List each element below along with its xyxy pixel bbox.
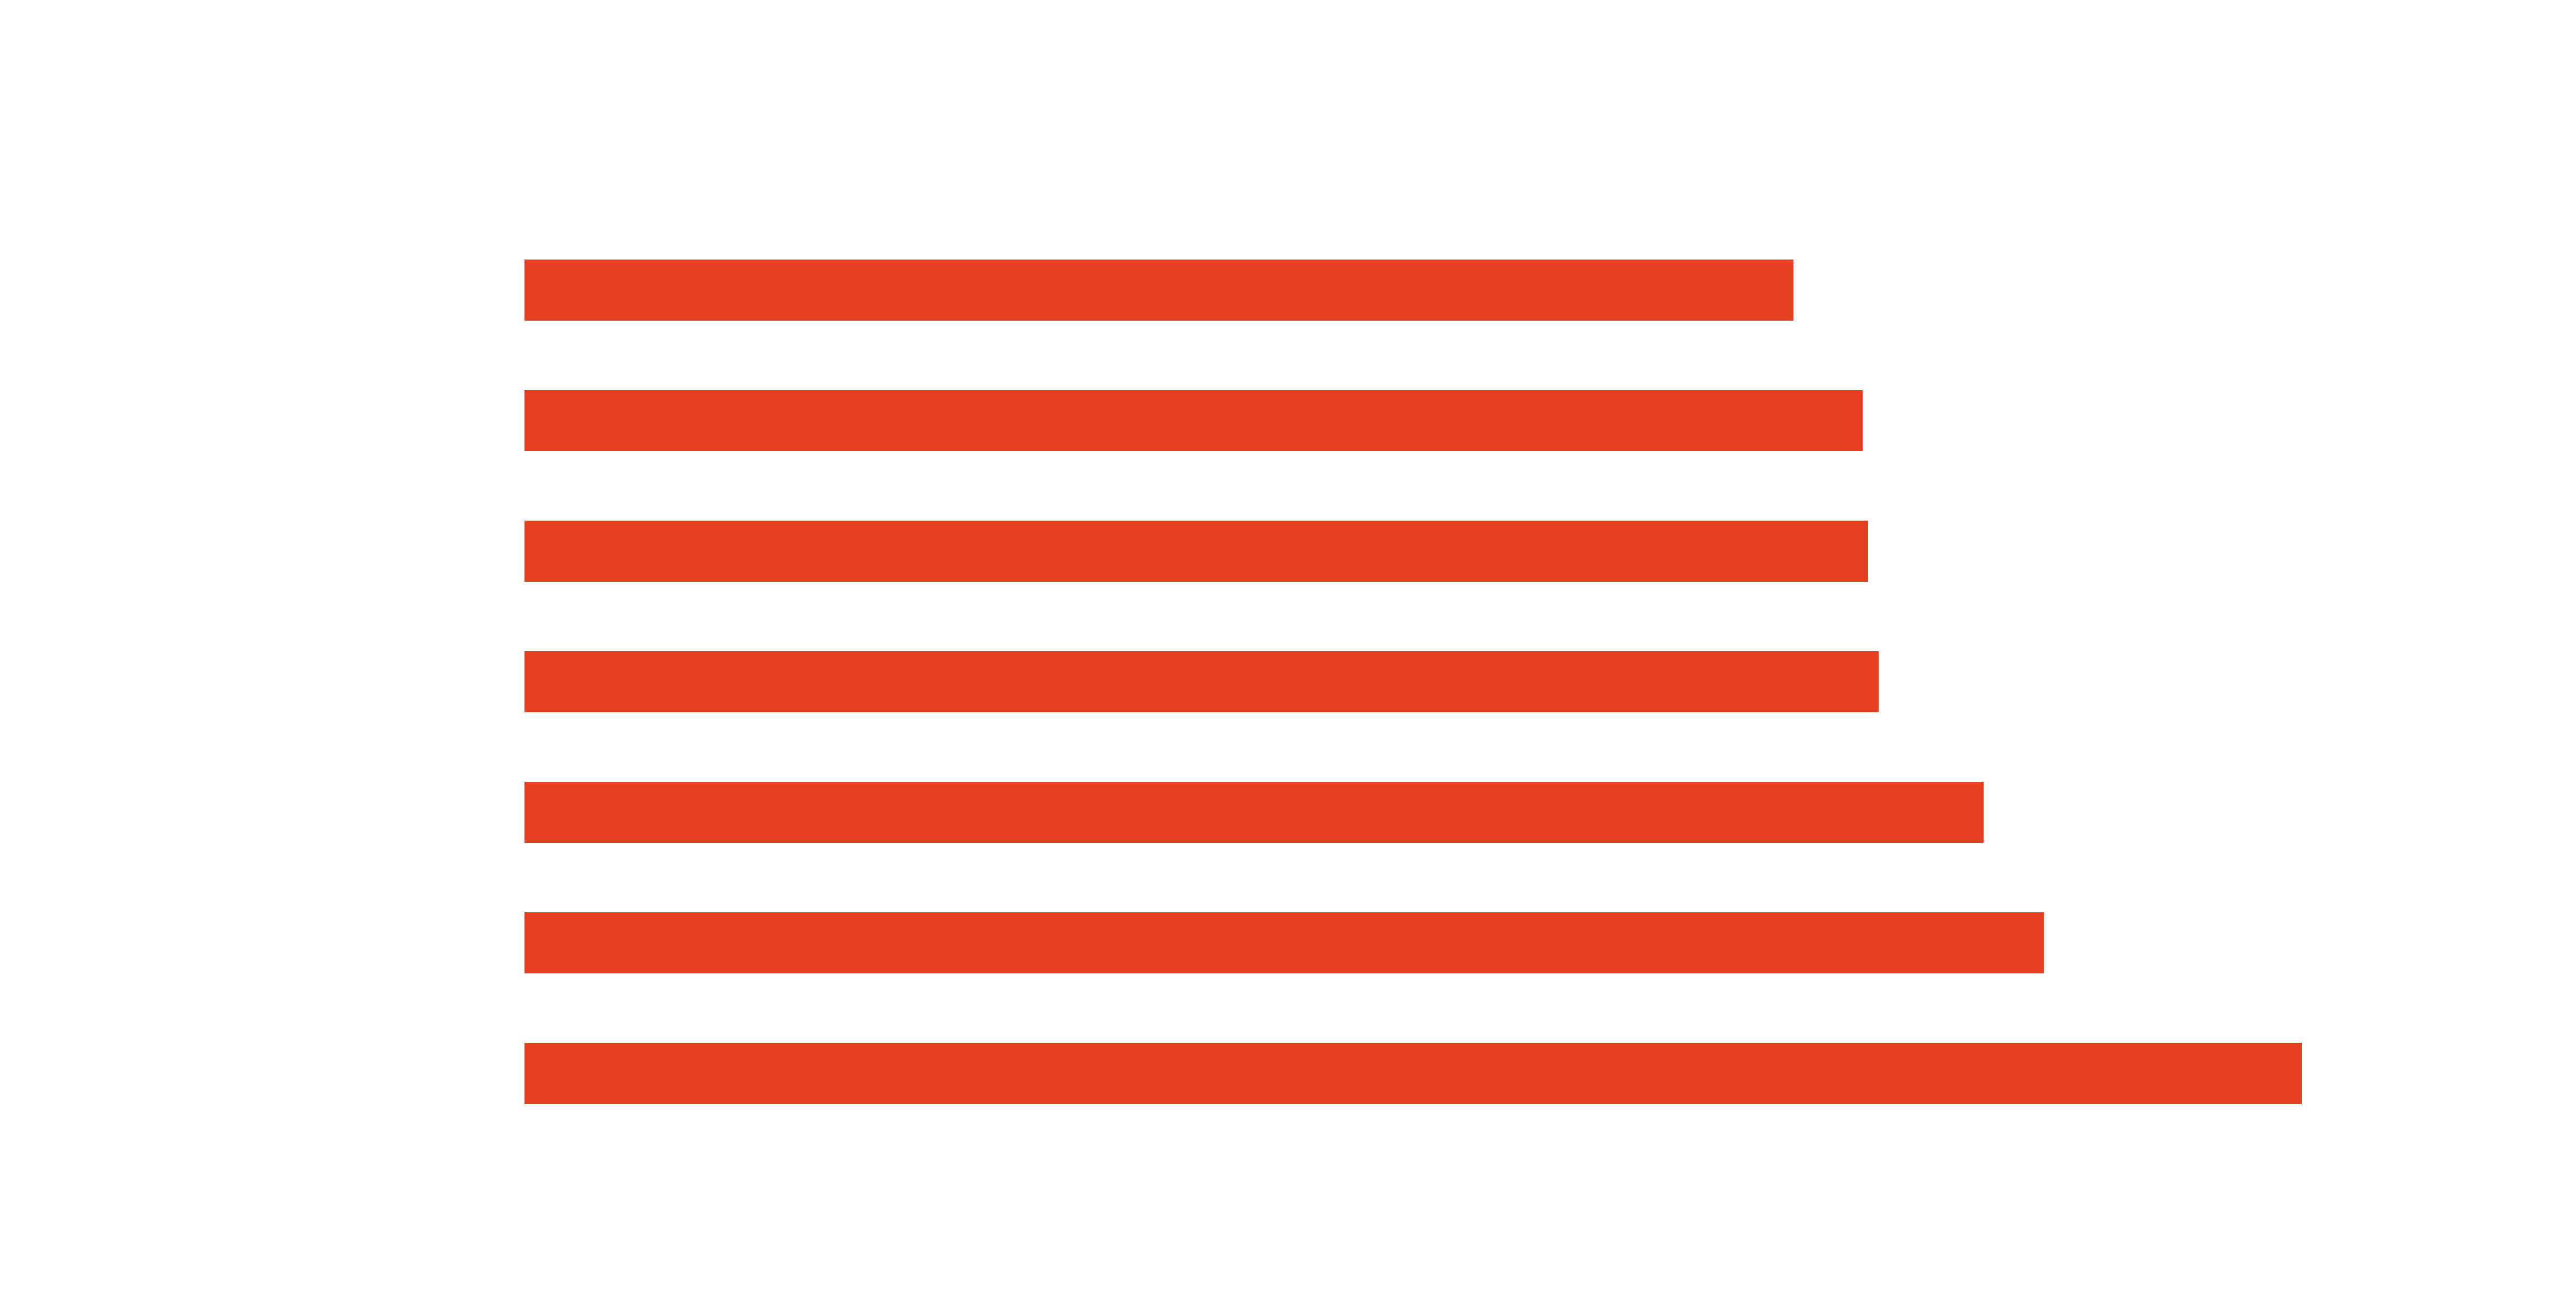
bar-6 bbox=[524, 912, 2044, 973]
bar-2 bbox=[524, 390, 1863, 451]
bar-1 bbox=[524, 260, 1794, 321]
bar-3 bbox=[524, 521, 1868, 582]
bar-5 bbox=[524, 782, 1984, 843]
bars-group bbox=[524, 260, 2302, 1104]
bar-7 bbox=[524, 1043, 2302, 1104]
bar-4 bbox=[524, 651, 1879, 712]
